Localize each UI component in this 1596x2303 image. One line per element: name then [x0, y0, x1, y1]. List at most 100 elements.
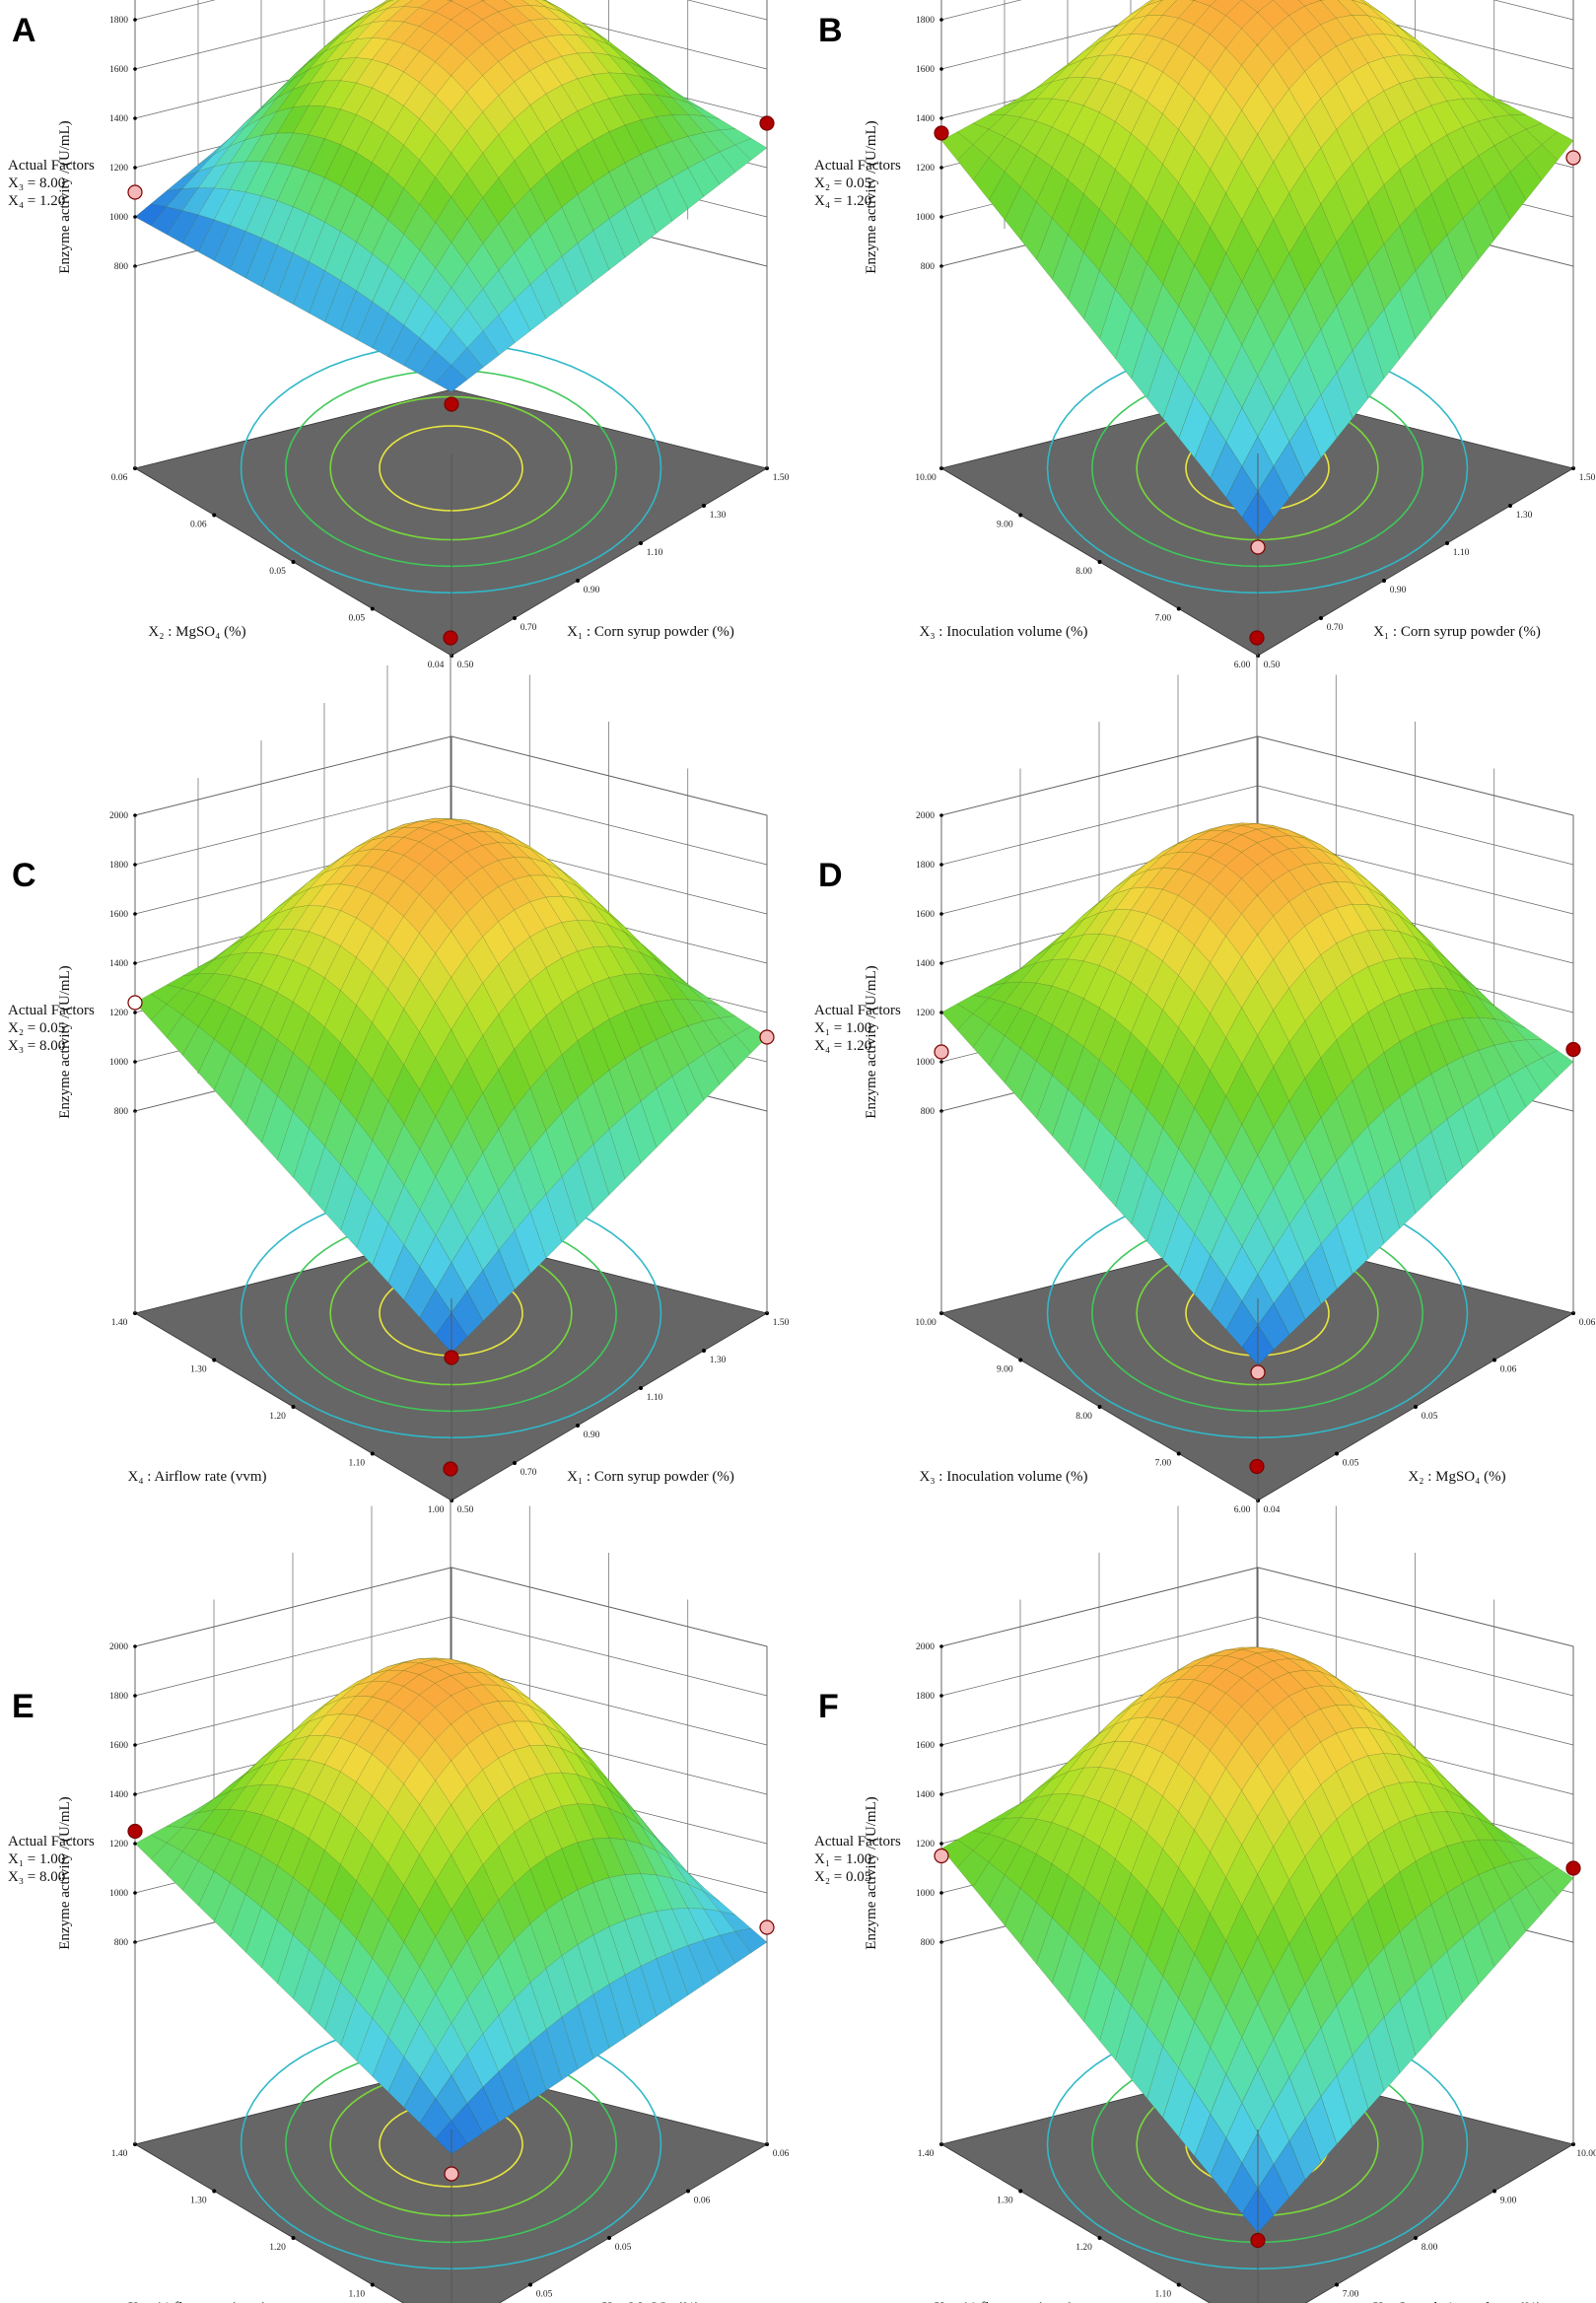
- right-axis-tick-dot: [1414, 1405, 1418, 1409]
- z-axis-title: Enzyme activity / (U/mL): [864, 120, 879, 273]
- left-wall-gridline: [940, 735, 1259, 816]
- z-axis-tick-label: 1200: [916, 1009, 935, 1018]
- left-axis-title: X₄ : Airflow rate (vvm): [934, 2300, 1073, 2303]
- right-wall-gridline: [1492, 0, 1574, 21]
- left-axis-tick-dot: [1018, 513, 1023, 518]
- z-axis-tick-dot: [133, 1743, 137, 1747]
- right-axis-tick-label: 1.30: [710, 1356, 727, 1365]
- left-wall-gridline: [134, 0, 216, 21]
- z-axis-tick-dot: [133, 1060, 137, 1064]
- right-axis-tick-label: 0.05: [1343, 1459, 1359, 1469]
- panel-letter: C: [12, 857, 36, 894]
- panel-d: 6.00 7.00 8.00 9.00 10.00 0.04 0.05 0.05 0.06 0.0…: [814, 628, 1596, 1515]
- right-axis-tick-label: 1.30: [710, 511, 727, 521]
- z-axis-tick-label: 2000: [916, 811, 935, 821]
- z-axis-tick-dot: [939, 1842, 943, 1846]
- z-axis-tick-dot: [133, 961, 137, 965]
- floor-ticks: 1.00 1.10 1.20 1.30 1.40 0.50 0.70 0.90 1.10 1.30…: [111, 1311, 790, 1515]
- right-axis-tick-label: 1.50: [773, 1318, 790, 1328]
- right-axis-title: X₃ : Inoculation volume (%): [1372, 2300, 1541, 2303]
- floor-plane: [133, 388, 769, 657]
- right-axis-tick-dot: [1335, 2282, 1339, 2287]
- design-point: [127, 184, 143, 200]
- z-axis-tick-label: 1600: [916, 1741, 935, 1751]
- left-axis-tick-label: 8.00: [1076, 1412, 1092, 1422]
- left-axis-tick-dot: [1097, 1405, 1102, 1409]
- design-point: [1565, 150, 1581, 166]
- left-axis-title: X₄ : Airflow rate (vvm): [127, 2300, 266, 2303]
- z-axis-tick-label: 800: [921, 1938, 936, 1948]
- left-axis-tick-dot: [291, 560, 296, 564]
- panel-letter: F: [818, 1688, 839, 1725]
- z-axis-tick-label: 800: [114, 1938, 129, 1948]
- right-axis-tick-dot: [702, 504, 706, 508]
- right-axis-tick-label: 0.90: [584, 1431, 600, 1440]
- panel-f: 1.001.101.201.301.406.007.008.009.0010.0…: [814, 1458, 1596, 2303]
- right-axis-tick-dot: [1492, 2189, 1496, 2194]
- right-axis-tick-label: 1.50: [773, 473, 790, 483]
- design-point: [759, 1919, 775, 1935]
- actual-factor-line: X₂ = 0.05: [8, 1020, 65, 1036]
- left-axis-tick-label: 1.30: [997, 2197, 1013, 2206]
- design-point: [444, 1350, 459, 1365]
- left-axis-tick-dot: [370, 2282, 375, 2287]
- right-axis-tick-label: 0.05: [1422, 1412, 1438, 1422]
- left-axis-tick-dot: [370, 1451, 375, 1456]
- z-axis-tick-label: 1600: [109, 1741, 128, 1751]
- right-axis-tick-label: 1.50: [1579, 473, 1596, 483]
- z-axis-tick-label: 1400: [109, 959, 128, 969]
- right-wall-gridline: [451, 1567, 768, 1647]
- left-axis-tick-label: 6.00: [1234, 661, 1251, 670]
- z-axis-tick-label: 1600: [109, 910, 128, 920]
- design-point: [934, 1848, 949, 1864]
- z-axis: 800 1000 1200 1400 1600 1800 2000: [109, 811, 768, 1500]
- z-axis-tick-label: 1800: [916, 861, 935, 871]
- actual-factors: Actual Factors X₂ = 0.05 X₃ = 8.00: [8, 1003, 95, 1054]
- right-axis-tick-label: 0.06: [773, 2149, 790, 2159]
- actual-factor-line: X₂ = 0.05: [814, 1869, 871, 1885]
- floor-ticks: 6.00 7.00 8.00 9.00 10.00 0.50 0.70 0.90 1.10 1.3…: [915, 466, 1596, 670]
- response-surface: [134, 817, 768, 1354]
- left-wall-gridline: [940, 0, 1022, 21]
- z-axis: 800 1000 1200 1400 1600 1800 2000: [109, 1642, 768, 2303]
- z-axis-tick-dot: [939, 1011, 943, 1014]
- z-axis-tick-dot: [939, 116, 943, 120]
- design-point: [759, 1029, 775, 1045]
- z-axis-tick-label: 800: [921, 1107, 936, 1117]
- left-axis-tick-dot: [370, 606, 375, 611]
- z-axis-tick-dot: [133, 1694, 137, 1698]
- z-axis-title: Enzyme activity / (U/mL): [57, 1796, 73, 1949]
- z-axis-tick-label: 2000: [916, 1642, 935, 1652]
- right-wall-gridline: [686, 0, 768, 21]
- left-axis-tick-label: 1.20: [269, 1412, 286, 1422]
- actual-factor-line: X₁ = 1.00: [814, 1851, 871, 1867]
- z-axis-tick-dot: [939, 1060, 943, 1064]
- right-axis-tick-dot: [1335, 1451, 1339, 1456]
- right-axis-tick-label: 1.10: [1453, 548, 1470, 558]
- z-axis-tick-dot: [939, 1792, 943, 1796]
- right-axis-tick-label: 0.90: [584, 586, 600, 595]
- design-point: [443, 630, 458, 646]
- design-point: [934, 1044, 949, 1060]
- z-axis-tick-dot: [939, 166, 943, 170]
- z-axis-tick-label: 1600: [109, 65, 128, 75]
- panel-letter: E: [12, 1688, 35, 1725]
- z-axis-tick-dot: [133, 116, 137, 120]
- left-axis-tick-dot: [212, 513, 217, 518]
- left-axis-tick-dot: [1018, 2189, 1023, 2194]
- right-axis-tick-label: 7.00: [1343, 2290, 1359, 2300]
- z-axis-tick-label: 1800: [916, 1692, 935, 1702]
- panel-letter: D: [818, 857, 843, 894]
- response-surface: [940, 0, 1574, 538]
- left-axis-tick-label: 1.20: [1076, 2243, 1092, 2253]
- z-axis-title: Enzyme activity / (U/mL): [864, 965, 879, 1118]
- left-wall-gridline: [940, 1567, 1259, 1647]
- design-point: [1250, 2232, 1266, 2249]
- response-surface: [134, 1657, 768, 2155]
- left-axis-tick-label: 7.00: [1154, 614, 1171, 624]
- z-axis-tick-label: 1400: [109, 114, 128, 124]
- floor-ticks: 0.04 0.05 0.05 0.06 0.06 0.50 0.70 0.90 1.10 1.30…: [111, 466, 790, 670]
- right-axis-tick-dot: [1492, 1358, 1496, 1362]
- right-axis-tick-dot: [686, 2189, 690, 2194]
- right-wall-gridline: [1257, 785, 1574, 866]
